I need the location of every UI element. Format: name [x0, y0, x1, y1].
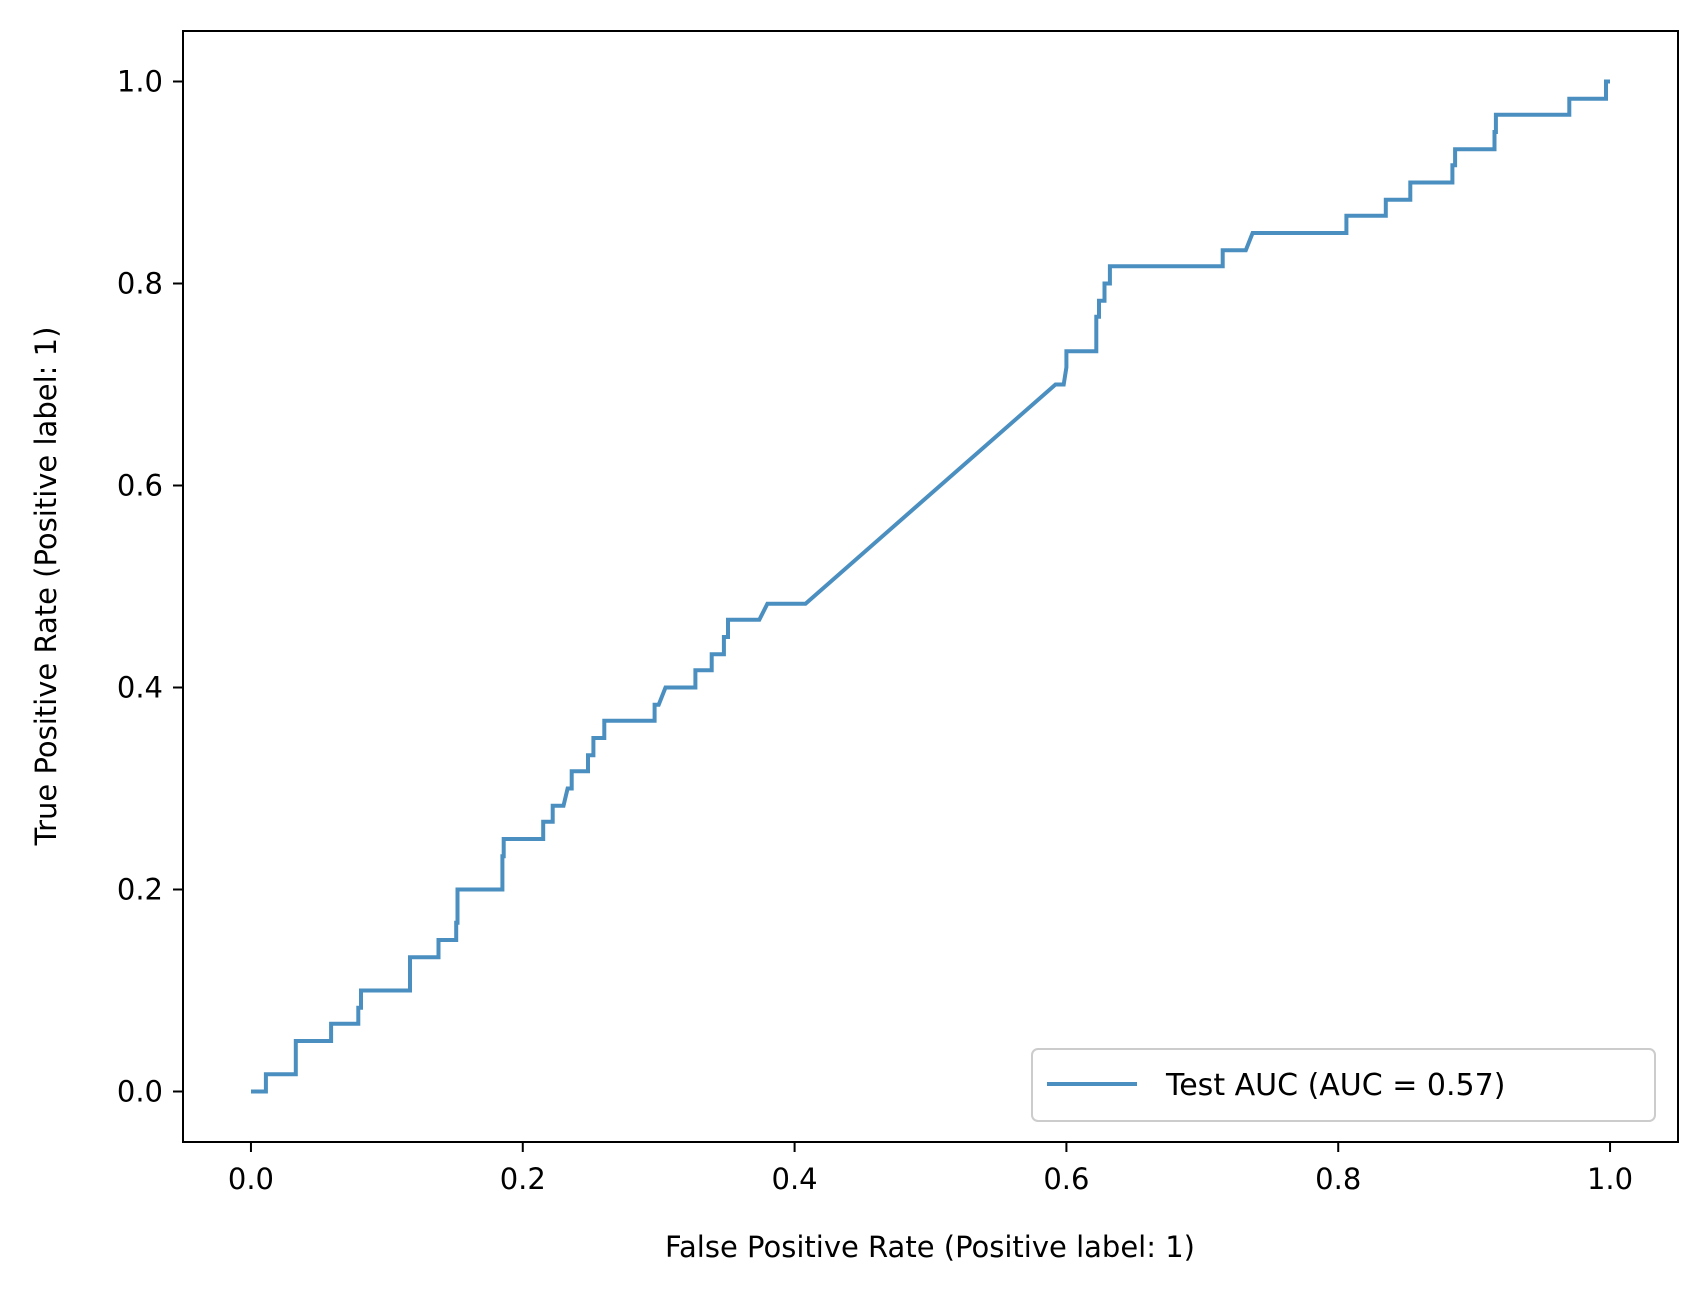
- y-tick-label: 0.6: [117, 469, 163, 503]
- y-tick-label: 0.4: [117, 671, 163, 705]
- x-axis-ticks: 0.0 0.2 0.4 0.6 0.8 1.0: [228, 1142, 1633, 1196]
- x-axis-label: False Positive Rate (Positive label: 1): [665, 1230, 1195, 1264]
- y-tick-label: 1.0: [117, 65, 163, 99]
- legend-label: Test AUC (AUC = 0.57): [1165, 1068, 1505, 1103]
- plot-area: [183, 31, 1678, 1142]
- x-tick-label: 0.6: [1043, 1162, 1089, 1196]
- x-tick-label: 0.4: [772, 1162, 818, 1196]
- legend: Test AUC (AUC = 0.57): [1031, 1048, 1656, 1122]
- y-tick-label: 0.2: [117, 873, 163, 907]
- y-axis-label: True Positive Rate (Positive label: 1): [29, 327, 63, 847]
- y-axis-ticks: 0.0 0.2 0.4 0.6 0.8 1.0: [117, 65, 183, 1109]
- y-tick-label: 0.0: [117, 1075, 163, 1109]
- plot-frame: [182, 30, 1679, 1143]
- legend-box: [1031, 1048, 1656, 1122]
- x-tick-label: 0.2: [500, 1162, 546, 1196]
- series-layer: [251, 79, 1610, 1094]
- x-tick-label: 0.8: [1315, 1162, 1361, 1196]
- x-tick-label: 0.0: [228, 1162, 274, 1196]
- x-tick-label: 1.0: [1587, 1162, 1633, 1196]
- y-tick-label: 0.8: [117, 267, 163, 301]
- roc-curve-line: [251, 79, 1610, 1094]
